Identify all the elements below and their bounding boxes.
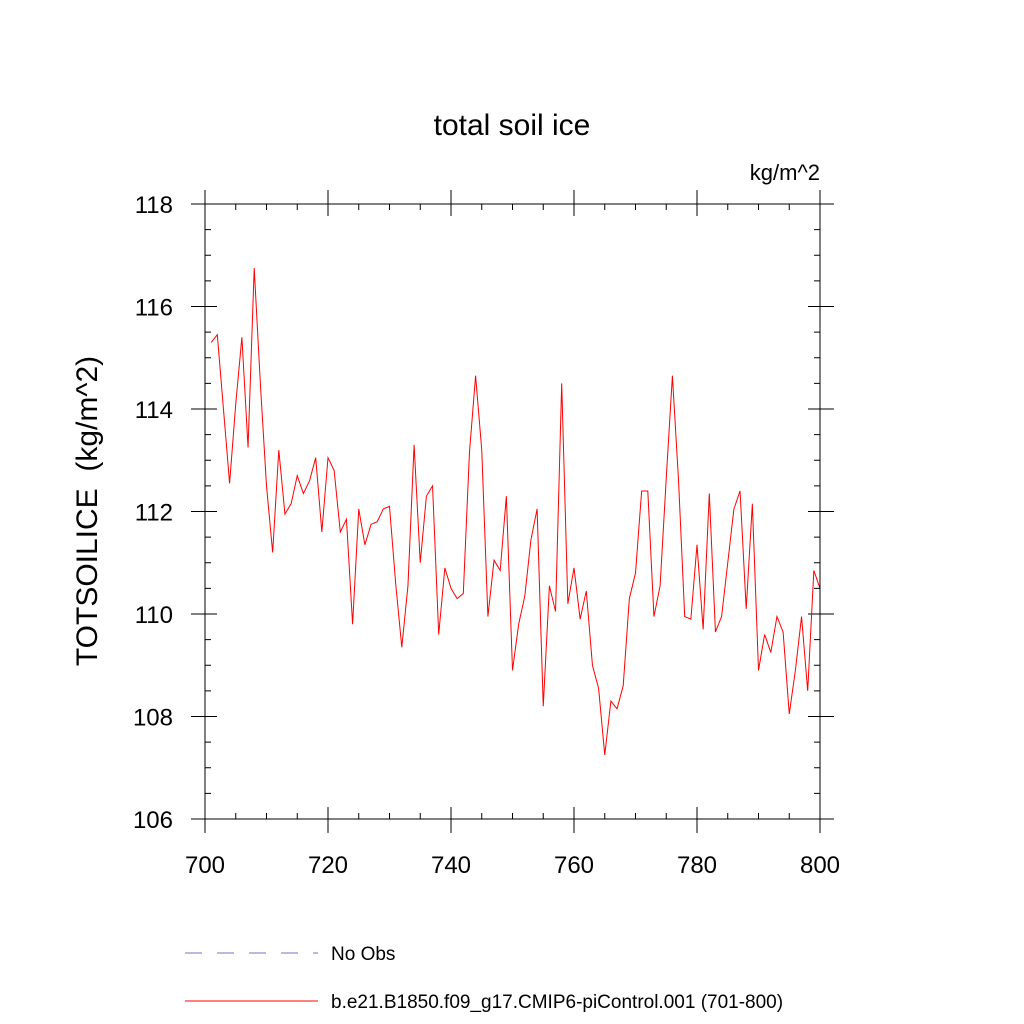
units-label: kg/m^2: [750, 160, 820, 185]
y-axis-label: TOTSOILICE (kg/m^2): [71, 356, 104, 666]
series-lines: [210, 268, 821, 755]
x-tick-label: 780: [677, 852, 717, 879]
y-tick-label: 116: [135, 295, 173, 322]
legend: No Obs b.e21.B1850.f09_g17.CMIP6-piContro…: [185, 944, 783, 1013]
y-tick-label: 112: [135, 500, 173, 527]
x-tick-label: 700: [185, 852, 225, 879]
chart-title: total soil ice: [434, 109, 591, 142]
plot-frame: [204, 203, 821, 820]
x-tick-label: 740: [431, 852, 471, 879]
x-tick-label: 800: [800, 852, 840, 879]
x-tick-label: 760: [554, 852, 594, 879]
y-tick-label: 106: [133, 807, 173, 834]
axis-tick-labels: 700 720 740 760 780 800 106 108 110 112 114 116 118: [133, 192, 840, 879]
y-tick-label: 108: [133, 705, 173, 732]
y-tick-label: 110: [135, 602, 173, 629]
y-tick-label: 118: [135, 192, 173, 219]
legend-label: No Obs: [331, 944, 395, 965]
axis-ticks: [191, 190, 834, 833]
x-tick-label: 720: [308, 852, 348, 879]
series-line: [210, 268, 821, 755]
legend-label: b.e21.B1850.f09_g17.CMIP6-piControl.001 …: [331, 992, 783, 1013]
y-tick-label: 114: [135, 397, 173, 424]
